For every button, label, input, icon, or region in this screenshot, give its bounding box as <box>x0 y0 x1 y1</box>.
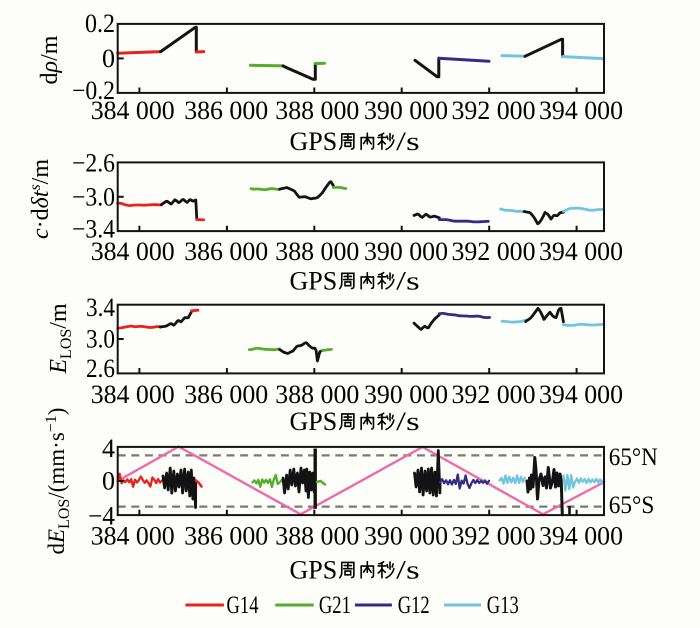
svg-text:386 000: 386 000 <box>184 380 268 409</box>
svg-text:G12: G12 <box>398 592 430 619</box>
svg-text:−3.0: −3.0 <box>72 182 115 211</box>
svg-text:0: 0 <box>102 467 115 496</box>
svg-text:/s: /s <box>396 555 420 584</box>
svg-text:dELOS/(mm·s−1): dELOS/(mm·s−1) <box>43 408 73 555</box>
svg-text:384 000: 384 000 <box>91 380 175 409</box>
svg-text:390 000: 390 000 <box>364 237 448 266</box>
svg-text:GPS: GPS <box>289 266 337 295</box>
svg-text:386 000: 386 000 <box>184 521 268 550</box>
svg-text:c·dδts/m: c·dδts/m <box>27 159 54 239</box>
svg-text:392 000: 392 000 <box>452 237 536 266</box>
svg-text:3.0: 3.0 <box>86 325 115 354</box>
svg-text:394 000: 394 000 <box>539 237 623 266</box>
svg-text:394 000: 394 000 <box>539 380 623 409</box>
svg-text:GPS: GPS <box>289 407 337 436</box>
svg-text:G21: G21 <box>319 592 351 619</box>
svg-text:388 000: 388 000 <box>275 521 359 550</box>
svg-text:388 000: 388 000 <box>275 237 359 266</box>
svg-text:GPS: GPS <box>289 555 337 584</box>
svg-text:dρ/m: dρ/m <box>37 35 63 84</box>
svg-text:−4: −4 <box>88 502 115 531</box>
svg-text:−3.4: −3.4 <box>72 215 115 244</box>
svg-text:392 000: 392 000 <box>452 521 536 550</box>
svg-text:65°S: 65°S <box>609 492 655 519</box>
svg-text:386 000: 386 000 <box>184 237 268 266</box>
svg-text:392 000: 392 000 <box>452 96 536 125</box>
svg-text:390 000: 390 000 <box>364 521 448 550</box>
svg-text:/s: /s <box>396 407 420 436</box>
svg-text:392 000: 392 000 <box>452 380 536 409</box>
svg-text:G13: G13 <box>487 592 519 619</box>
svg-text:2.6: 2.6 <box>86 354 115 383</box>
svg-text:388 000: 388 000 <box>275 380 359 409</box>
svg-text:0: 0 <box>102 44 115 73</box>
svg-text:0.2: 0.2 <box>85 9 115 38</box>
svg-text:394 000: 394 000 <box>539 96 623 125</box>
svg-text:GPS: GPS <box>289 127 337 156</box>
svg-text:386 000: 386 000 <box>184 96 268 125</box>
svg-text:384 000: 384 000 <box>91 96 175 125</box>
svg-text:3.4: 3.4 <box>86 293 115 322</box>
svg-text:388 000: 388 000 <box>275 96 359 125</box>
svg-text:384 000: 384 000 <box>91 237 175 266</box>
svg-text:/s: /s <box>396 266 420 295</box>
svg-text:−2.6: −2.6 <box>72 149 115 178</box>
svg-text:384 000: 384 000 <box>91 521 175 550</box>
svg-text:390 000: 390 000 <box>364 96 448 125</box>
svg-text:394 000: 394 000 <box>539 521 623 550</box>
svg-text:/s: /s <box>396 127 420 156</box>
svg-text:G14: G14 <box>227 592 259 619</box>
svg-text:390 000: 390 000 <box>364 380 448 409</box>
svg-text:65°N: 65°N <box>609 444 658 471</box>
svg-text:ELOS/m: ELOS/m <box>46 303 75 375</box>
svg-text:−0.2: −0.2 <box>72 76 115 105</box>
svg-text:4: 4 <box>102 434 115 463</box>
